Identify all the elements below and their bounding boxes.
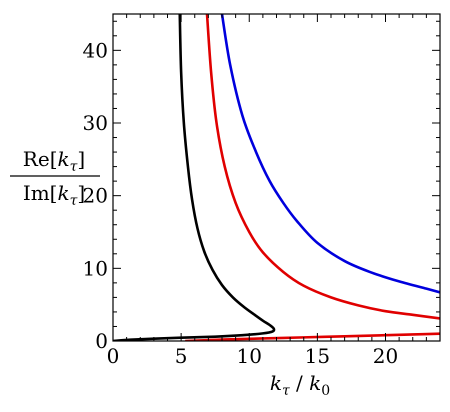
tick-labels: 0 5 10 15 20 0 10 20 30 40: [83, 38, 399, 368]
x-tick-label: 0: [107, 344, 120, 368]
series-line-4: [220, 14, 440, 294]
y-tick-label: 0: [95, 329, 108, 353]
y-axis-label: Re[kτ] Im[kτ]: [10, 147, 100, 209]
x-tick-label: 5: [175, 344, 188, 368]
ticks: [112, 14, 441, 342]
x-axis-label: kτ / k0: [270, 371, 330, 399]
x-tick-label: 15: [305, 344, 330, 368]
x-tick-label: 10: [237, 344, 262, 368]
series-line-1: [113, 14, 276, 341]
x-tick-label: 20: [373, 344, 398, 368]
y-tick-label: 40: [83, 38, 108, 62]
y-tick-label: 10: [83, 256, 108, 280]
y-tick-label: 30: [83, 111, 108, 135]
series-line-2: [205, 14, 440, 320]
plot-frame: [112, 13, 441, 342]
series-line-3: [185, 332, 440, 341]
y-tick-label: 20: [83, 184, 108, 208]
series-lines: [113, 14, 440, 341]
y-axis-label-numerator: Re[kτ]: [23, 147, 85, 175]
y-axis-label-denominator: Im[kτ]: [23, 181, 85, 209]
